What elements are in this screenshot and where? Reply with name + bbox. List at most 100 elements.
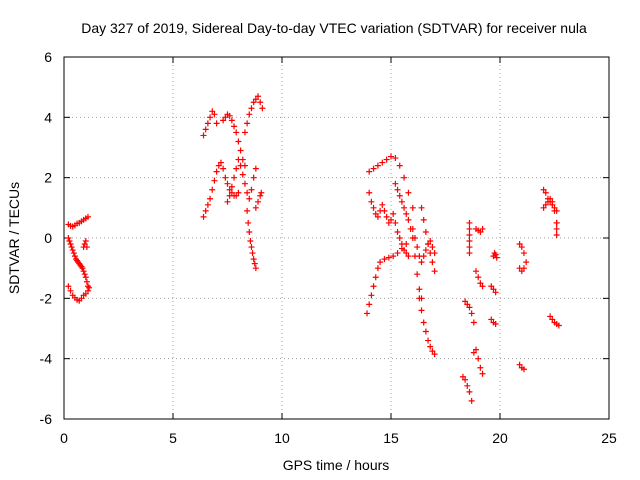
series-evening-g	[490, 250, 500, 261]
data-point	[542, 189, 549, 196]
data-point	[200, 213, 207, 220]
data-point	[220, 117, 227, 124]
data-point	[255, 93, 262, 100]
data-point	[83, 244, 90, 251]
data-point	[257, 192, 264, 199]
data-point	[207, 114, 214, 121]
series-evening-k	[516, 265, 527, 275]
data-point	[80, 268, 87, 275]
data-point	[244, 189, 251, 196]
series-evening-l	[516, 361, 527, 373]
data-point	[233, 192, 240, 199]
y-axis-label: SDTVAR / TECUs	[6, 182, 22, 294]
data-point	[420, 216, 427, 223]
x-tick-label: 20	[492, 430, 508, 446]
data-point	[84, 213, 91, 220]
data-point	[540, 204, 547, 211]
data-point	[213, 168, 220, 175]
data-point	[468, 310, 475, 317]
data-point	[217, 159, 224, 166]
data-point	[403, 210, 410, 217]
series-morning-e	[241, 93, 266, 136]
data-point	[259, 105, 266, 112]
data-point	[78, 295, 85, 302]
data-point	[366, 168, 373, 175]
data-point	[374, 213, 381, 220]
data-point	[207, 195, 214, 202]
x-axis-label: GPS time / hours	[283, 457, 390, 473]
data-point	[466, 219, 473, 226]
data-point	[394, 228, 401, 235]
data-point	[370, 283, 377, 290]
data-point	[429, 348, 436, 355]
data-point	[251, 260, 258, 267]
data-point	[520, 366, 527, 373]
data-point	[224, 198, 231, 205]
data-point	[69, 247, 76, 254]
data-point	[220, 165, 227, 172]
data-point	[490, 286, 497, 293]
data-point	[477, 280, 484, 287]
data-point	[416, 295, 423, 302]
x-tick-label: 10	[274, 430, 290, 446]
series-evening-i	[488, 316, 499, 327]
data-point	[473, 268, 480, 275]
data-point	[520, 250, 527, 257]
data-point	[479, 225, 486, 232]
data-point	[414, 244, 421, 251]
data-point	[416, 286, 423, 293]
series-morning-b	[200, 159, 242, 220]
data-point	[258, 189, 265, 196]
plot-frame	[63, 56, 610, 420]
data-point	[250, 174, 257, 181]
data-point	[422, 247, 429, 254]
data-point	[405, 253, 412, 260]
chart-title: Day 327 of 2019, Sidereal Day-to-day VTE…	[81, 20, 587, 36]
data-point	[248, 105, 255, 112]
data-point	[226, 192, 233, 199]
data-point	[228, 189, 235, 196]
data-point	[464, 301, 471, 308]
data-point	[368, 292, 375, 299]
data-point	[215, 162, 222, 169]
data-points	[65, 93, 562, 404]
data-point	[411, 235, 418, 241]
data-point	[383, 156, 390, 163]
data-point	[555, 322, 562, 329]
data-point	[202, 207, 209, 214]
data-point	[385, 219, 392, 226]
data-point	[396, 162, 403, 169]
data-point	[553, 219, 560, 226]
data-point	[553, 231, 560, 238]
data-point	[366, 189, 373, 196]
data-point	[475, 355, 482, 362]
data-point	[222, 114, 229, 121]
data-point	[396, 192, 403, 199]
data-point	[374, 265, 381, 272]
data-point	[233, 165, 240, 172]
data-point	[228, 117, 235, 124]
y-tick-label: 2	[44, 170, 52, 186]
series-early-a	[65, 213, 91, 230]
data-point	[518, 244, 525, 251]
data-point	[518, 268, 525, 275]
data-point	[370, 204, 377, 211]
data-point	[244, 207, 251, 214]
series-early-c	[65, 283, 93, 304]
series-afternoon-d	[392, 180, 425, 302]
data-point	[379, 201, 386, 208]
series-afternoon-a	[364, 241, 410, 317]
data-point	[385, 254, 392, 261]
data-point	[464, 382, 471, 389]
data-point	[394, 250, 401, 257]
data-point	[374, 162, 381, 169]
data-point	[398, 198, 405, 205]
data-point	[422, 228, 429, 235]
data-point	[392, 180, 399, 187]
series-early-b	[65, 235, 91, 290]
series-evening-b	[466, 219, 473, 257]
data-point	[84, 287, 91, 294]
data-point	[364, 310, 371, 317]
data-point	[390, 210, 397, 217]
y-tick-label: -4	[40, 351, 53, 367]
